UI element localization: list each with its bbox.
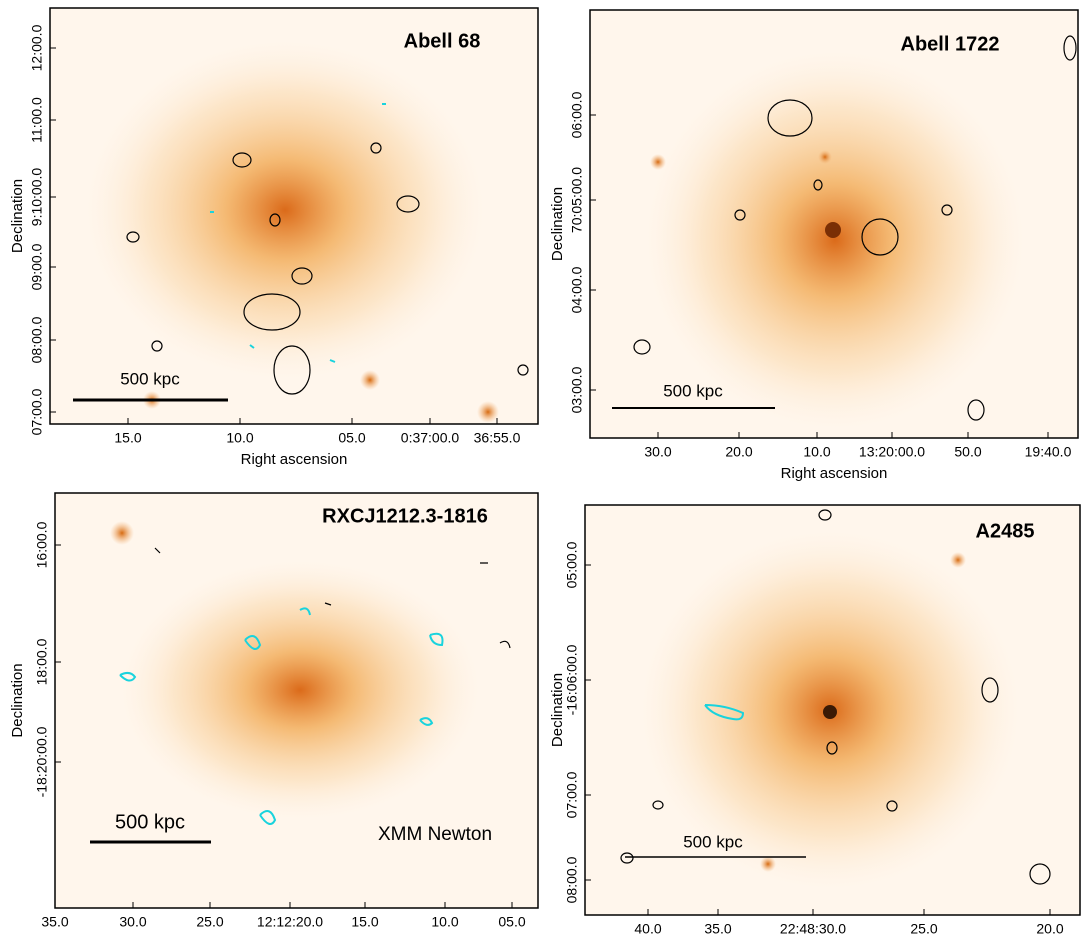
x-tick-label: 25.0 [910, 921, 937, 934]
image-rxcj1212 [55, 493, 538, 908]
x-tick-label: 10.0 [226, 430, 253, 446]
x-tick-label: 10.0 [431, 914, 458, 930]
panel-title: Abell 1722 [901, 33, 1000, 55]
y-tick-label: 16:00.0 [34, 521, 50, 568]
y-tick-label: 18:00.0 [34, 638, 50, 685]
y-axis-label: Declination [549, 673, 566, 747]
image-abell68 [50, 8, 538, 424]
image-abell1722 [590, 10, 1078, 438]
panel-frame [49, 7, 539, 425]
x-tick-label: 22:48:30.0 [780, 921, 846, 934]
panel-frame [54, 492, 539, 909]
x-tick-label: 15.0 [351, 914, 378, 930]
x-tick-label: 20.0 [725, 444, 752, 460]
x-tick-label: 30.0 [644, 444, 671, 460]
x-tick-label: 36:55.0 [474, 430, 521, 446]
y-tick-label: 09:00.0 [29, 243, 45, 290]
panel-title: A2485 [976, 520, 1035, 542]
x-tick-label: 05.0 [498, 914, 525, 930]
panel-title: RXCJ1212.3-1816 [322, 505, 488, 527]
x-tick-label: 10.0 [803, 444, 830, 460]
y-tick-label: -16:06:00.0 [564, 644, 580, 715]
panel-frame [584, 504, 1081, 916]
y-tick-label: 04:00.0 [569, 266, 585, 313]
y-tick-label: 06:00.0 [569, 91, 585, 138]
x-axis-label: Right ascension [241, 451, 348, 468]
y-tick-label: 07:00.0 [564, 771, 580, 818]
y-tick-label: 70:05:00.0 [569, 167, 585, 233]
y-axis-label: Declination [549, 187, 566, 261]
x-tick-label: 12:12:20.0 [257, 914, 323, 930]
x-tick-label: 35.0 [41, 914, 68, 930]
y-tick-label: 07:00.0 [29, 388, 45, 435]
y-tick-label: 08:00.0 [564, 856, 580, 903]
instrument-note: XMM Newton [378, 824, 492, 845]
x-tick-label: 35.0 [704, 921, 731, 934]
panel-frame [589, 9, 1079, 439]
x-tick-label: 50.0 [954, 444, 981, 460]
x-tick-label: 20.0 [1036, 921, 1063, 934]
x-tick-label: 0:37:00.0 [401, 430, 460, 446]
y-tick-label: 08:00.0 [29, 316, 45, 363]
y-tick-label: 03:00.0 [569, 366, 585, 413]
scale-label: 500 kpc [115, 811, 185, 833]
x-tick-label: 05.0 [338, 430, 365, 446]
x-tick-label: 25.0 [196, 914, 223, 930]
y-axis-label: Declination [9, 663, 26, 737]
x-tick-label: 30.0 [119, 914, 146, 930]
x-tick-label: 19:40.0 [1025, 444, 1072, 460]
scale-label: 500 kpc [120, 369, 180, 388]
image-a2485 [585, 505, 1080, 915]
scale-label: 500 kpc [683, 832, 743, 851]
y-tick-label: 12:00.0 [29, 24, 45, 71]
y-axis-label: Declination [9, 179, 26, 253]
panel-title: Abell 68 [404, 30, 481, 52]
scale-label: 500 kpc [663, 381, 723, 400]
y-tick-label: 05:00.0 [564, 541, 580, 588]
x-tick-label: 40.0 [634, 921, 661, 934]
x-axis-label: Right ascension [781, 465, 888, 482]
x-tick-label: 13:20:00.0 [859, 444, 925, 460]
y-tick-label: 11:00.0 [29, 97, 45, 143]
x-tick-label: 15.0 [114, 430, 141, 446]
y-tick-label: -18:20:00.0 [34, 726, 50, 797]
y-tick-label: 9:10:00.0 [29, 168, 45, 227]
